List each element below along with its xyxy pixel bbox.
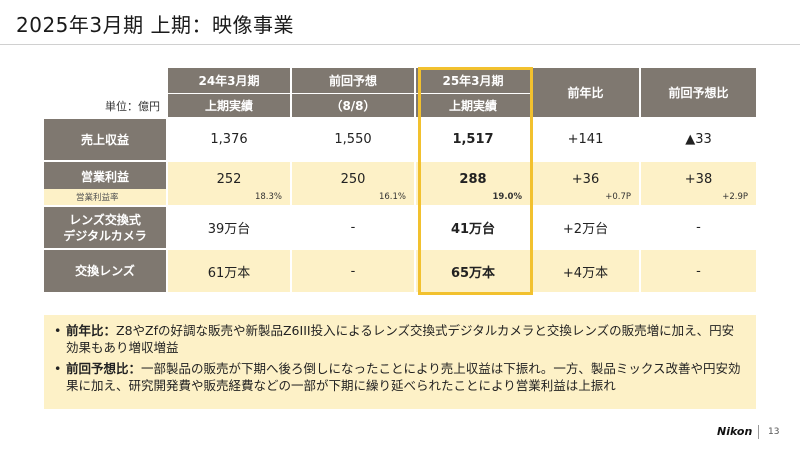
header-prev-year-line2: 上期実績 (166, 93, 291, 118)
table-cell: - (639, 248, 756, 292)
table-cell: +141 (530, 117, 640, 161)
note-vs-forecast-label: 前回予想比： (66, 361, 142, 376)
table-row-operating-profit: 営業利益 252 250 288 +36 +38 (44, 160, 756, 189)
table-row-ilc: レンズ交換式 デジタルカメラ 39万台 - 41万台 +2万台 - (44, 205, 756, 249)
table-cell: 1,376 (166, 117, 291, 161)
table-cell: 1,517 (414, 117, 531, 161)
table-cell: 288 (414, 160, 531, 189)
table-cell: - (290, 248, 415, 292)
note-yoy-label: 前年比： (66, 323, 117, 338)
table-cell: 252 (166, 160, 291, 189)
table-cell: 61万本 (166, 248, 291, 292)
table-cell: 250 (290, 160, 415, 189)
table-cell: +0.7P (530, 189, 640, 206)
table-row-sales: 売上収益 1,376 1,550 1,517 +141 ▲33 (44, 117, 756, 161)
header-prev-year-line1: 24年3月期 (166, 68, 291, 94)
table-cell: 65万本 (414, 248, 531, 292)
header-prev-forecast-line2: （8/8） (290, 93, 415, 118)
note-yoy-text: Z8やZfの好調な販売や新製品Z6III投入によるレンズ交換式デジタルカメラと交… (66, 323, 735, 355)
table-cell: - (290, 205, 415, 249)
table-cell: +4万本 (530, 248, 640, 292)
table-cell: 16.1% (290, 189, 415, 206)
note-vs-forecast-text: 一部製品の販売が下期へ後ろ倒しになったことにより売上収益は下振れ。一方、製品ミッ… (66, 361, 741, 393)
notes-box: • 前年比：Z8やZfの好調な販売や新製品Z6III投入によるレンズ交換式デジタル… (44, 315, 756, 409)
header-prev-forecast-line1: 前回予想 (290, 68, 415, 94)
table-cell: 18.3% (166, 189, 291, 206)
page-title: 2025年3月期 上期：映像事業 (16, 13, 294, 37)
table-row-lenses: 交換レンズ 61万本 - 65万本 +4万本 - (44, 248, 756, 292)
row-label-ilc-line2: デジタルカメラ (63, 228, 147, 243)
row-label-sales: 売上収益 (44, 117, 167, 161)
row-label-operating-margin: 営業利益率 (44, 189, 167, 206)
table-row-operating-margin: 営業利益率 18.3% 16.1% 19.0% +0.7P +2.9P (44, 189, 756, 206)
row-label-ilc-line1: レンズ交換式 (69, 212, 141, 227)
bullet-icon: • (54, 323, 62, 338)
row-label-ilc: レンズ交換式 デジタルカメラ (44, 205, 167, 249)
table-cell: +36 (530, 160, 640, 189)
unit-label: 単位：億円 (105, 100, 160, 113)
header-current-line2: 上期実績 (414, 93, 531, 118)
nikon-logo: Nikon (717, 425, 753, 438)
header-vs-forecast: 前回予想比 (639, 68, 756, 118)
table-cell: 39万台 (166, 205, 291, 249)
note-yoy: • 前年比：Z8やZfの好調な販売や新製品Z6III投入によるレンズ交換式デジタル… (54, 322, 746, 356)
table-cell: ▲33 (639, 117, 756, 161)
table-cell: 19.0% (414, 189, 531, 206)
results-table: 単位：億円 24年3月期 前回予想 25年3月期 前年比 前回予想比 上期実績 … (44, 68, 756, 292)
table-cell: +38 (639, 160, 756, 189)
table-cell: - (639, 205, 756, 249)
footer-divider (758, 425, 759, 439)
title-divider (0, 44, 800, 45)
table-cell: +2万台 (530, 205, 640, 249)
row-label-operating-profit: 営業利益 (44, 160, 167, 189)
header-yoy: 前年比 (530, 68, 640, 118)
table-cell: 41万台 (414, 205, 531, 249)
table-cell: +2.9P (639, 189, 756, 206)
bullet-icon: • (54, 361, 62, 376)
page-number: 13 (768, 427, 780, 437)
table-cell: 1,550 (290, 117, 415, 161)
row-label-lenses: 交換レンズ (44, 248, 167, 292)
note-vs-forecast: • 前回予想比：一部製品の販売が下期へ後ろ倒しになったことにより売上収益は下振れ。… (54, 360, 746, 394)
header-current-line1: 25年3月期 (414, 68, 531, 94)
